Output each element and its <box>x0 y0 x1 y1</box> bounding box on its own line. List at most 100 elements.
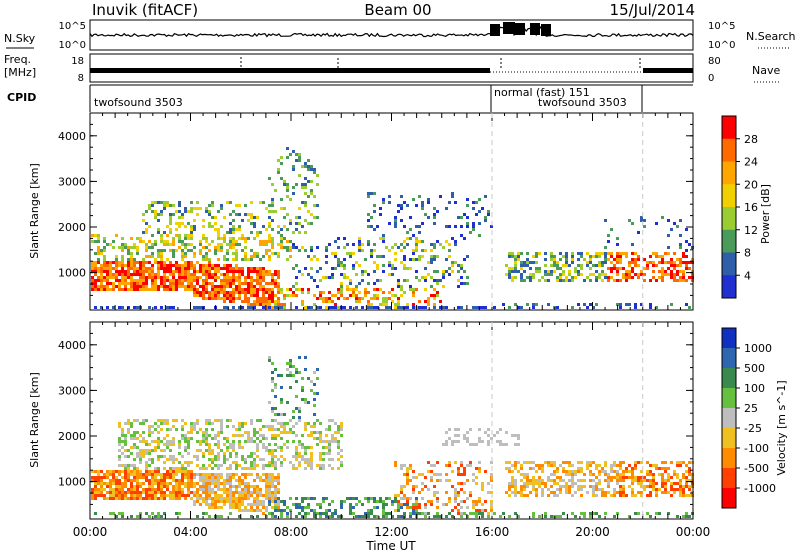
heatmap-cell <box>259 279 262 282</box>
heatmap-cell <box>616 252 619 255</box>
heatmap-cell <box>232 240 235 243</box>
heatmap-cell <box>166 243 169 246</box>
heatmap-cell <box>382 234 385 237</box>
heatmap-cell <box>127 267 130 270</box>
heatmap-cell <box>571 494 574 497</box>
heatmap-cell <box>178 225 181 228</box>
heatmap-cell <box>181 213 184 216</box>
heatmap-cell <box>307 255 310 258</box>
heatmap-cell <box>169 494 172 497</box>
heatmap-cell <box>118 261 121 264</box>
heatmap-cell <box>529 461 532 464</box>
heatmap-cell <box>271 183 274 186</box>
heatmap-cell <box>370 497 373 500</box>
heatmap-cell <box>310 165 313 168</box>
heatmap-cell <box>601 279 604 282</box>
heatmap-cell <box>271 300 274 303</box>
heatmap-cell <box>412 506 415 509</box>
heatmap-cell <box>457 285 460 288</box>
heatmap-cell <box>310 258 313 261</box>
heatmap-cell <box>475 482 478 485</box>
heatmap-cell <box>448 497 451 500</box>
heatmap-cell <box>187 276 190 279</box>
heatmap-cell <box>124 497 127 500</box>
heatmap-cell <box>229 213 232 216</box>
heatmap-cell <box>157 467 160 470</box>
heatmap-cell <box>274 443 277 446</box>
heatmap-cell <box>265 425 268 428</box>
heatmap-cell <box>328 515 331 518</box>
heatmap-cell <box>292 294 295 297</box>
heatmap-cell <box>487 512 490 515</box>
heatmap-cell <box>235 434 238 437</box>
heatmap-cell <box>625 476 628 479</box>
heatmap-cell <box>136 252 139 255</box>
heatmap-cell <box>616 512 619 515</box>
heatmap-cell <box>403 494 406 497</box>
heatmap-cell <box>223 300 226 303</box>
heatmap-cell <box>661 276 664 279</box>
heatmap-cell <box>457 264 460 267</box>
heatmap-cell <box>337 297 340 300</box>
heatmap-cell <box>256 231 259 234</box>
heatmap-cell <box>124 443 127 446</box>
heatmap-cell <box>595 255 598 258</box>
heatmap-cell <box>478 234 481 237</box>
heatmap-cell <box>172 488 175 491</box>
heatmap-cell <box>238 434 241 437</box>
heatmap-cell <box>397 282 400 285</box>
heatmap-cell <box>232 243 235 246</box>
heatmap-cell <box>142 282 145 285</box>
heatmap-cell <box>142 276 145 279</box>
heatmap-cell <box>163 512 166 515</box>
heatmap-cell <box>235 428 238 431</box>
heatmap-cell <box>466 255 469 258</box>
heatmap-cell <box>373 192 376 195</box>
heatmap-cell <box>184 422 187 425</box>
heatmap-cell <box>286 431 289 434</box>
heatmap-cell <box>613 461 616 464</box>
heatmap-cell <box>211 204 214 207</box>
heatmap-cell <box>151 470 154 473</box>
heatmap-cell <box>520 264 523 267</box>
heatmap-cell <box>580 267 583 270</box>
y-tick-label: 3000 <box>58 384 86 397</box>
heatmap-cell <box>463 491 466 494</box>
heatmap-cell <box>94 479 97 482</box>
heatmap-cell <box>280 413 283 416</box>
heatmap-cell <box>595 476 598 479</box>
heatmap-cell <box>313 371 316 374</box>
heatmap-cell <box>688 515 691 518</box>
heatmap-cell <box>574 491 577 494</box>
heatmap-cell <box>163 494 166 497</box>
heatmap-cell <box>121 497 124 500</box>
heatmap-cell <box>370 297 373 300</box>
heatmap-cell <box>514 434 517 437</box>
heatmap-cell <box>271 458 274 461</box>
heatmap-cell <box>283 431 286 434</box>
heatmap-cell <box>433 207 436 210</box>
heatmap-cell <box>463 473 466 476</box>
heatmap-cell <box>640 303 643 306</box>
heatmap-cell <box>181 467 184 470</box>
heatmap-cell <box>250 303 253 306</box>
heatmap-cell <box>211 285 214 288</box>
heatmap-cell <box>187 249 190 252</box>
heatmap-cell <box>274 386 277 389</box>
heatmap-cell <box>520 279 523 282</box>
heatmap-cell <box>103 264 106 267</box>
heatmap-cell <box>445 515 448 518</box>
heatmap-cell <box>688 267 691 270</box>
heatmap-cell <box>490 479 493 482</box>
heatmap-cell <box>295 246 298 249</box>
heatmap-cell <box>268 177 271 180</box>
heatmap-cell <box>169 476 172 479</box>
heatmap-cell <box>211 458 214 461</box>
heatmap-cell <box>133 267 136 270</box>
heatmap-cell <box>331 458 334 461</box>
colorbar-swatch <box>722 388 736 409</box>
heatmap-cell <box>199 449 202 452</box>
heatmap-cell <box>229 500 232 503</box>
